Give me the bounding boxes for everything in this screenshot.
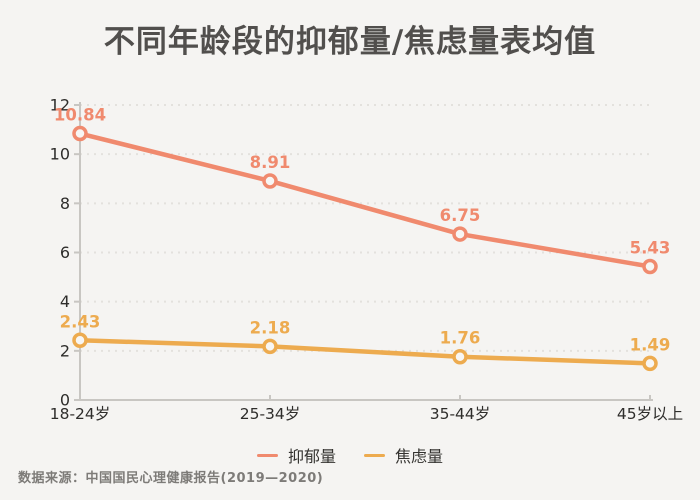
- data-point-label: 8.91: [250, 153, 291, 172]
- data-point-marker: [72, 332, 88, 349]
- y-tick-label: 12: [50, 96, 70, 115]
- x-tick-label: 35-44岁: [430, 405, 491, 423]
- data-point-label: 1.76: [440, 329, 481, 348]
- data-point-label: 2.18: [250, 318, 291, 337]
- data-point-marker: [262, 173, 278, 189]
- y-tick-label: 8: [60, 194, 70, 213]
- y-tick-label: 10: [50, 145, 70, 164]
- data-source-note: 数据来源：中国国民心理健康报告(2019—2020): [18, 471, 324, 486]
- y-tick-label: 4: [60, 292, 70, 311]
- legend-item-anxiety[interactable]: 焦虑量: [364, 443, 443, 467]
- data-point-marker: [642, 355, 658, 372]
- y-tick-label: 2: [60, 341, 70, 360]
- legend-label-anxiety: 焦虑量: [395, 447, 444, 466]
- y-tick-label: 6: [60, 243, 70, 262]
- data-point-label: 6.75: [440, 206, 481, 225]
- data-point-label: 10.84: [54, 106, 106, 125]
- x-tick-label: 18-24岁: [50, 405, 111, 423]
- legend-item-depression[interactable]: 抑郁量: [256, 443, 336, 467]
- x-tick-label: 45岁以上: [617, 405, 683, 423]
- data-point-label: 1.49: [630, 335, 671, 354]
- chart-title: 不同年龄段的抑郁量/焦虑量表均值: [103, 24, 597, 60]
- chart-legend: 抑郁量 焦虑量: [0, 443, 700, 467]
- series-line: [77, 338, 653, 366]
- data-point-label: 2.43: [60, 312, 101, 331]
- data-point-label: 5.43: [630, 239, 671, 258]
- data-point-marker: [452, 226, 468, 242]
- anxiety-series-dash-icon: [364, 453, 385, 457]
- depression-series-dash-icon: [256, 453, 278, 457]
- data-point-marker: [262, 338, 278, 355]
- data-point-marker: [72, 125, 88, 142]
- data-point-marker: [642, 258, 658, 275]
- legend-label-depression: 抑郁量: [287, 447, 336, 466]
- y-tick-label: 0: [60, 391, 70, 410]
- data-point-marker: [452, 348, 468, 365]
- series-line: [77, 131, 653, 269]
- x-tick-label: 25-34岁: [240, 405, 301, 423]
